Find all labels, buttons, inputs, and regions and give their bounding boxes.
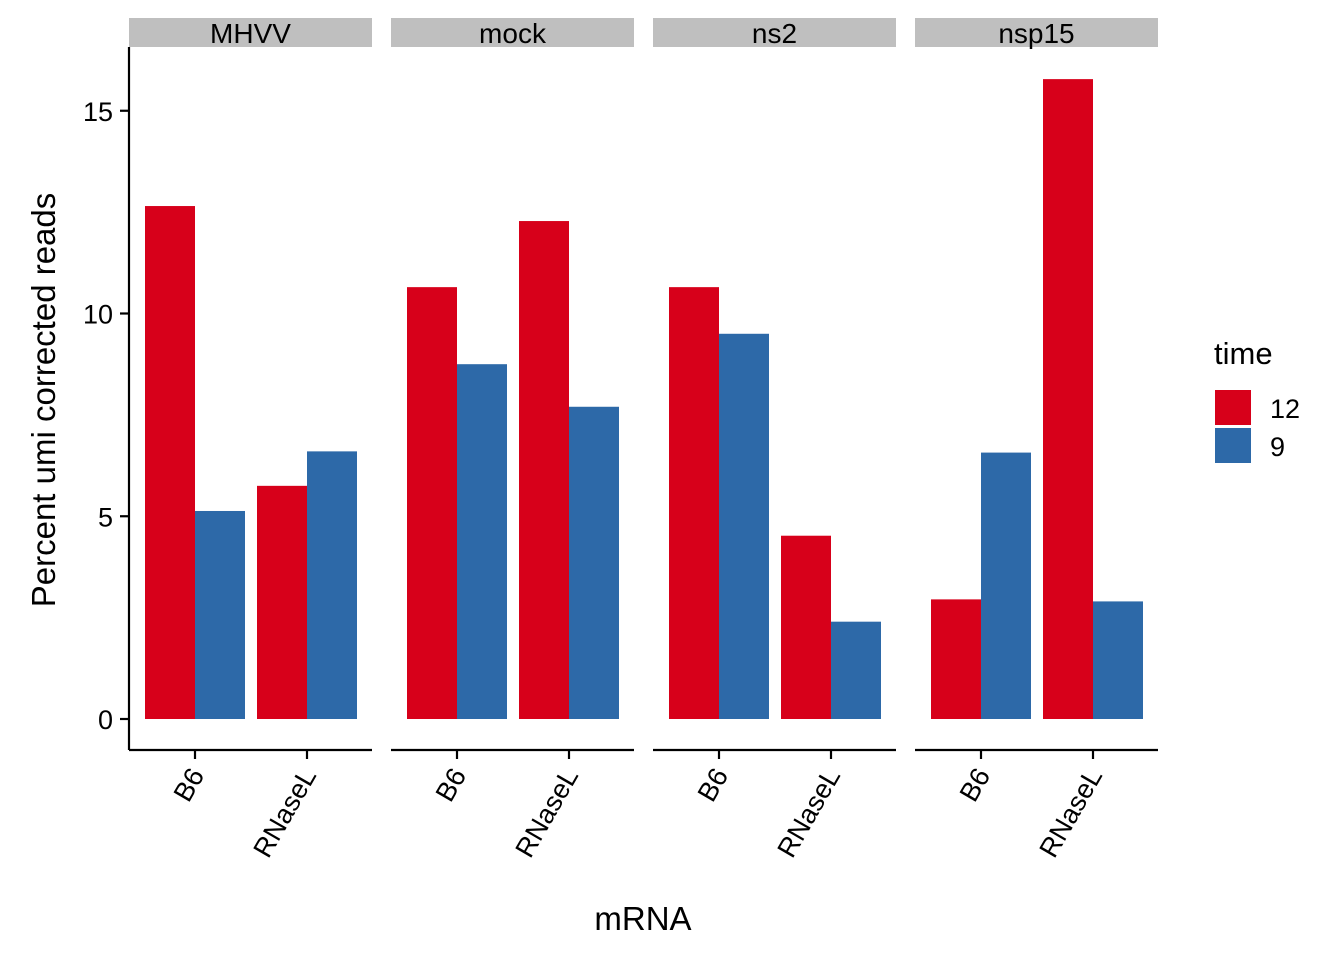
legend-key-12 — [1215, 390, 1251, 425]
x-axis-title: mRNA — [594, 900, 691, 937]
bar-nsp15-RNaseL-9 — [1093, 601, 1143, 719]
y-tick-label: 5 — [98, 502, 113, 532]
y-tick-label: 15 — [83, 97, 113, 127]
y-axis-title: Percent umi corrected reads — [25, 193, 62, 608]
x-tick-label: B6 — [954, 763, 996, 807]
bar-mock-RNaseL-12 — [519, 221, 569, 719]
bar-mock-B6-9 — [457, 364, 507, 719]
x-tick-label: RNaseL — [771, 763, 846, 862]
x-tick-label: B6 — [430, 763, 472, 807]
facet-panel-nsp15: nsp15 B6 RNaseL — [915, 18, 1158, 862]
facet-strip-label: ns2 — [752, 18, 797, 49]
x-tick-label: RNaseL — [247, 763, 322, 862]
facet-strip-label: MHVV — [210, 18, 291, 49]
bar-ns2-B6-9 — [719, 333, 769, 719]
legend-label: 9 — [1270, 432, 1285, 462]
legend-key-9 — [1215, 428, 1251, 463]
facet-strip — [391, 18, 634, 47]
bar-ns2-RNaseL-12 — [781, 535, 831, 719]
facet-strip — [129, 18, 372, 47]
facet-strip — [915, 18, 1158, 47]
bar-mock-B6-12 — [407, 287, 457, 719]
bar-ns2-RNaseL-9 — [831, 621, 881, 719]
facet-panel-ns2: ns2 B6 RNaseL — [653, 18, 896, 862]
facet-strip-label: mock — [479, 18, 547, 49]
y-tick-label: 0 — [98, 705, 113, 735]
bar-nsp15-B6-9 — [981, 452, 1031, 719]
x-tick-label: B6 — [168, 763, 210, 807]
y-tick-label: 10 — [83, 300, 113, 330]
bar-MHVV-RNaseL-9 — [307, 451, 357, 719]
facet-strip — [653, 18, 896, 47]
legend-title: time — [1214, 336, 1273, 371]
bar-nsp15-RNaseL-12 — [1043, 79, 1093, 720]
x-tick-label: RNaseL — [1033, 763, 1108, 862]
bar-mock-RNaseL-9 — [569, 406, 619, 719]
facet-panel-MHVV: MHVV B6 RNaseL — [129, 18, 372, 862]
bar-MHVV-B6-9 — [195, 510, 245, 719]
legend: time 12 9 — [1214, 336, 1300, 463]
bar-ns2-B6-12 — [669, 287, 719, 719]
facet-strip-label: nsp15 — [998, 18, 1074, 49]
legend-label: 12 — [1270, 394, 1300, 424]
bar-nsp15-B6-12 — [931, 599, 981, 719]
bar-MHVV-B6-12 — [145, 206, 195, 720]
facet-panel-mock: mock B6 RNaseL — [391, 18, 634, 862]
bar-MHVV-RNaseL-12 — [257, 485, 307, 719]
y-axis: 0 5 10 15 — [83, 47, 131, 750]
x-tick-label: RNaseL — [509, 763, 584, 862]
x-tick-label: B6 — [692, 763, 734, 807]
